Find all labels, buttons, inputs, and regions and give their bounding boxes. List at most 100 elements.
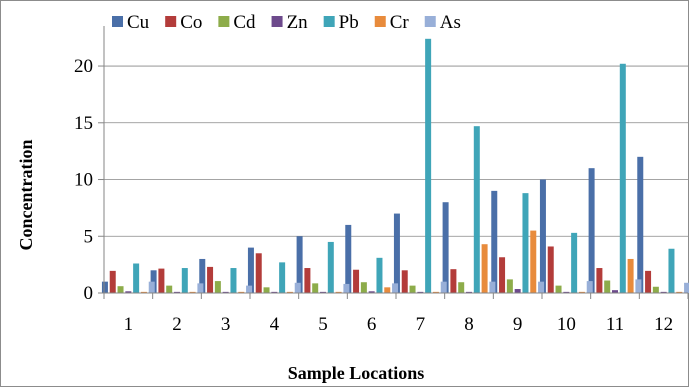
legend-label-co: Co [180,12,202,33]
y-tick-label: 15 [74,113,93,134]
bar-cd-8 [458,282,465,293]
bar-cu-1 [101,281,108,293]
bar-cu-3 [199,258,206,293]
bar-cd-3 [214,281,221,293]
bar-zn-4 [271,291,278,293]
bar-as-3 [246,285,253,293]
bar-zn-8 [466,291,472,293]
bar-cr-10 [578,291,585,293]
bar-pb-9 [522,193,529,293]
legend-label-pb: Pb [339,12,359,33]
axes [98,26,689,299]
bar-cu-8 [442,202,449,293]
legend-label-cd: Cd [233,12,256,33]
bar-cr-9 [530,230,537,293]
bar-pb-10 [571,232,578,293]
x-tick-label: 10 [557,314,576,335]
bar-as-8 [489,281,496,293]
bar-cr-8 [481,244,488,293]
x-tick-label: 6 [367,314,377,335]
legend: Cu Co Cd Zn Pb Cr As [112,12,461,33]
bar-pb-11 [619,63,626,294]
x-tick-label: 1 [124,314,134,335]
bar-as-6 [392,283,399,293]
bar-co-10 [547,246,554,293]
x-tick-label: 8 [464,314,474,335]
bar-pb-3 [230,268,237,293]
bar-cd-2 [166,285,173,293]
bar-pb-1 [133,263,140,293]
bar-cr-6 [384,287,391,293]
legend-swatch-cu [112,16,123,27]
bar-as-12 [684,282,689,293]
bar-cd-12 [652,286,659,293]
y-tick-label: 20 [74,56,93,77]
bar-cu-6 [345,224,352,293]
bar-co-4 [255,253,262,293]
bar-cr-5 [335,291,342,293]
bar-cr-1 [140,291,147,293]
bar-cr-3 [238,291,245,293]
bar-cu-10 [539,179,546,293]
bar-zn-1 [125,291,132,293]
bar-as-11 [635,279,642,293]
y-tick-label: 10 [74,170,93,191]
y-tick-label: 0 [84,283,94,304]
bar-cd-11 [604,280,611,293]
legend-swatch-co [165,16,177,27]
bar-as-7 [440,281,447,293]
bar-pb-7 [425,38,432,293]
bar-cu-11 [588,168,595,293]
x-tick-label: 12 [654,314,673,335]
bar-cd-9 [506,279,513,293]
bar-as-9 [538,281,545,293]
bar-zn-3 [222,291,229,293]
bar-as-5 [343,283,350,293]
bar-as-10 [586,281,593,293]
y-tick-labels: 0 5 10 15 20 [74,56,93,304]
bar-zn-11 [612,290,618,293]
legend-label-as: As [440,12,461,33]
bar-co-2 [158,268,165,293]
bar-pb-4 [279,262,286,293]
bar-co-12 [645,270,652,293]
bar-cu-5 [296,236,303,293]
bar-cu-4 [247,247,254,293]
x-tick-label: 9 [513,314,523,335]
y-axis-title: Concentration [16,140,36,251]
legend-swatch-cd [218,16,230,27]
bar-zn-6 [368,291,375,293]
bar-cu-9 [491,190,498,293]
bar-pb-2 [181,268,188,293]
bar-cd-7 [409,285,416,293]
bar-co-3 [207,266,214,293]
bar-zn-5 [320,291,326,293]
legend-swatch-zn [271,16,283,27]
bar-cr-4 [286,291,293,293]
bar-as-2 [197,283,204,293]
x-tick-label: 4 [270,314,280,335]
bar-zn-9 [514,289,521,293]
bar-co-9 [499,257,506,293]
legend-swatch-as [424,16,436,27]
bar-cd-5 [312,283,319,293]
bar-cd-1 [117,286,124,293]
bar-co-8 [450,269,457,293]
y-tick-label: 5 [84,226,94,247]
x-axis-title: Sample Locations [288,363,425,383]
x-tick-label: 2 [172,314,182,335]
bar-cr-12 [676,291,683,293]
bar-pb-6 [376,257,383,293]
bar-co-6 [353,269,360,293]
legend-swatch-cr [374,16,386,27]
bar-cd-6 [360,282,367,293]
bar-cu-12 [637,156,644,293]
legend-label-zn: Zn [287,12,309,33]
bar-co-1 [109,270,116,293]
bar-as-1 [148,281,155,293]
bar-zn-2 [174,291,180,293]
bar-zn-10 [563,291,570,293]
